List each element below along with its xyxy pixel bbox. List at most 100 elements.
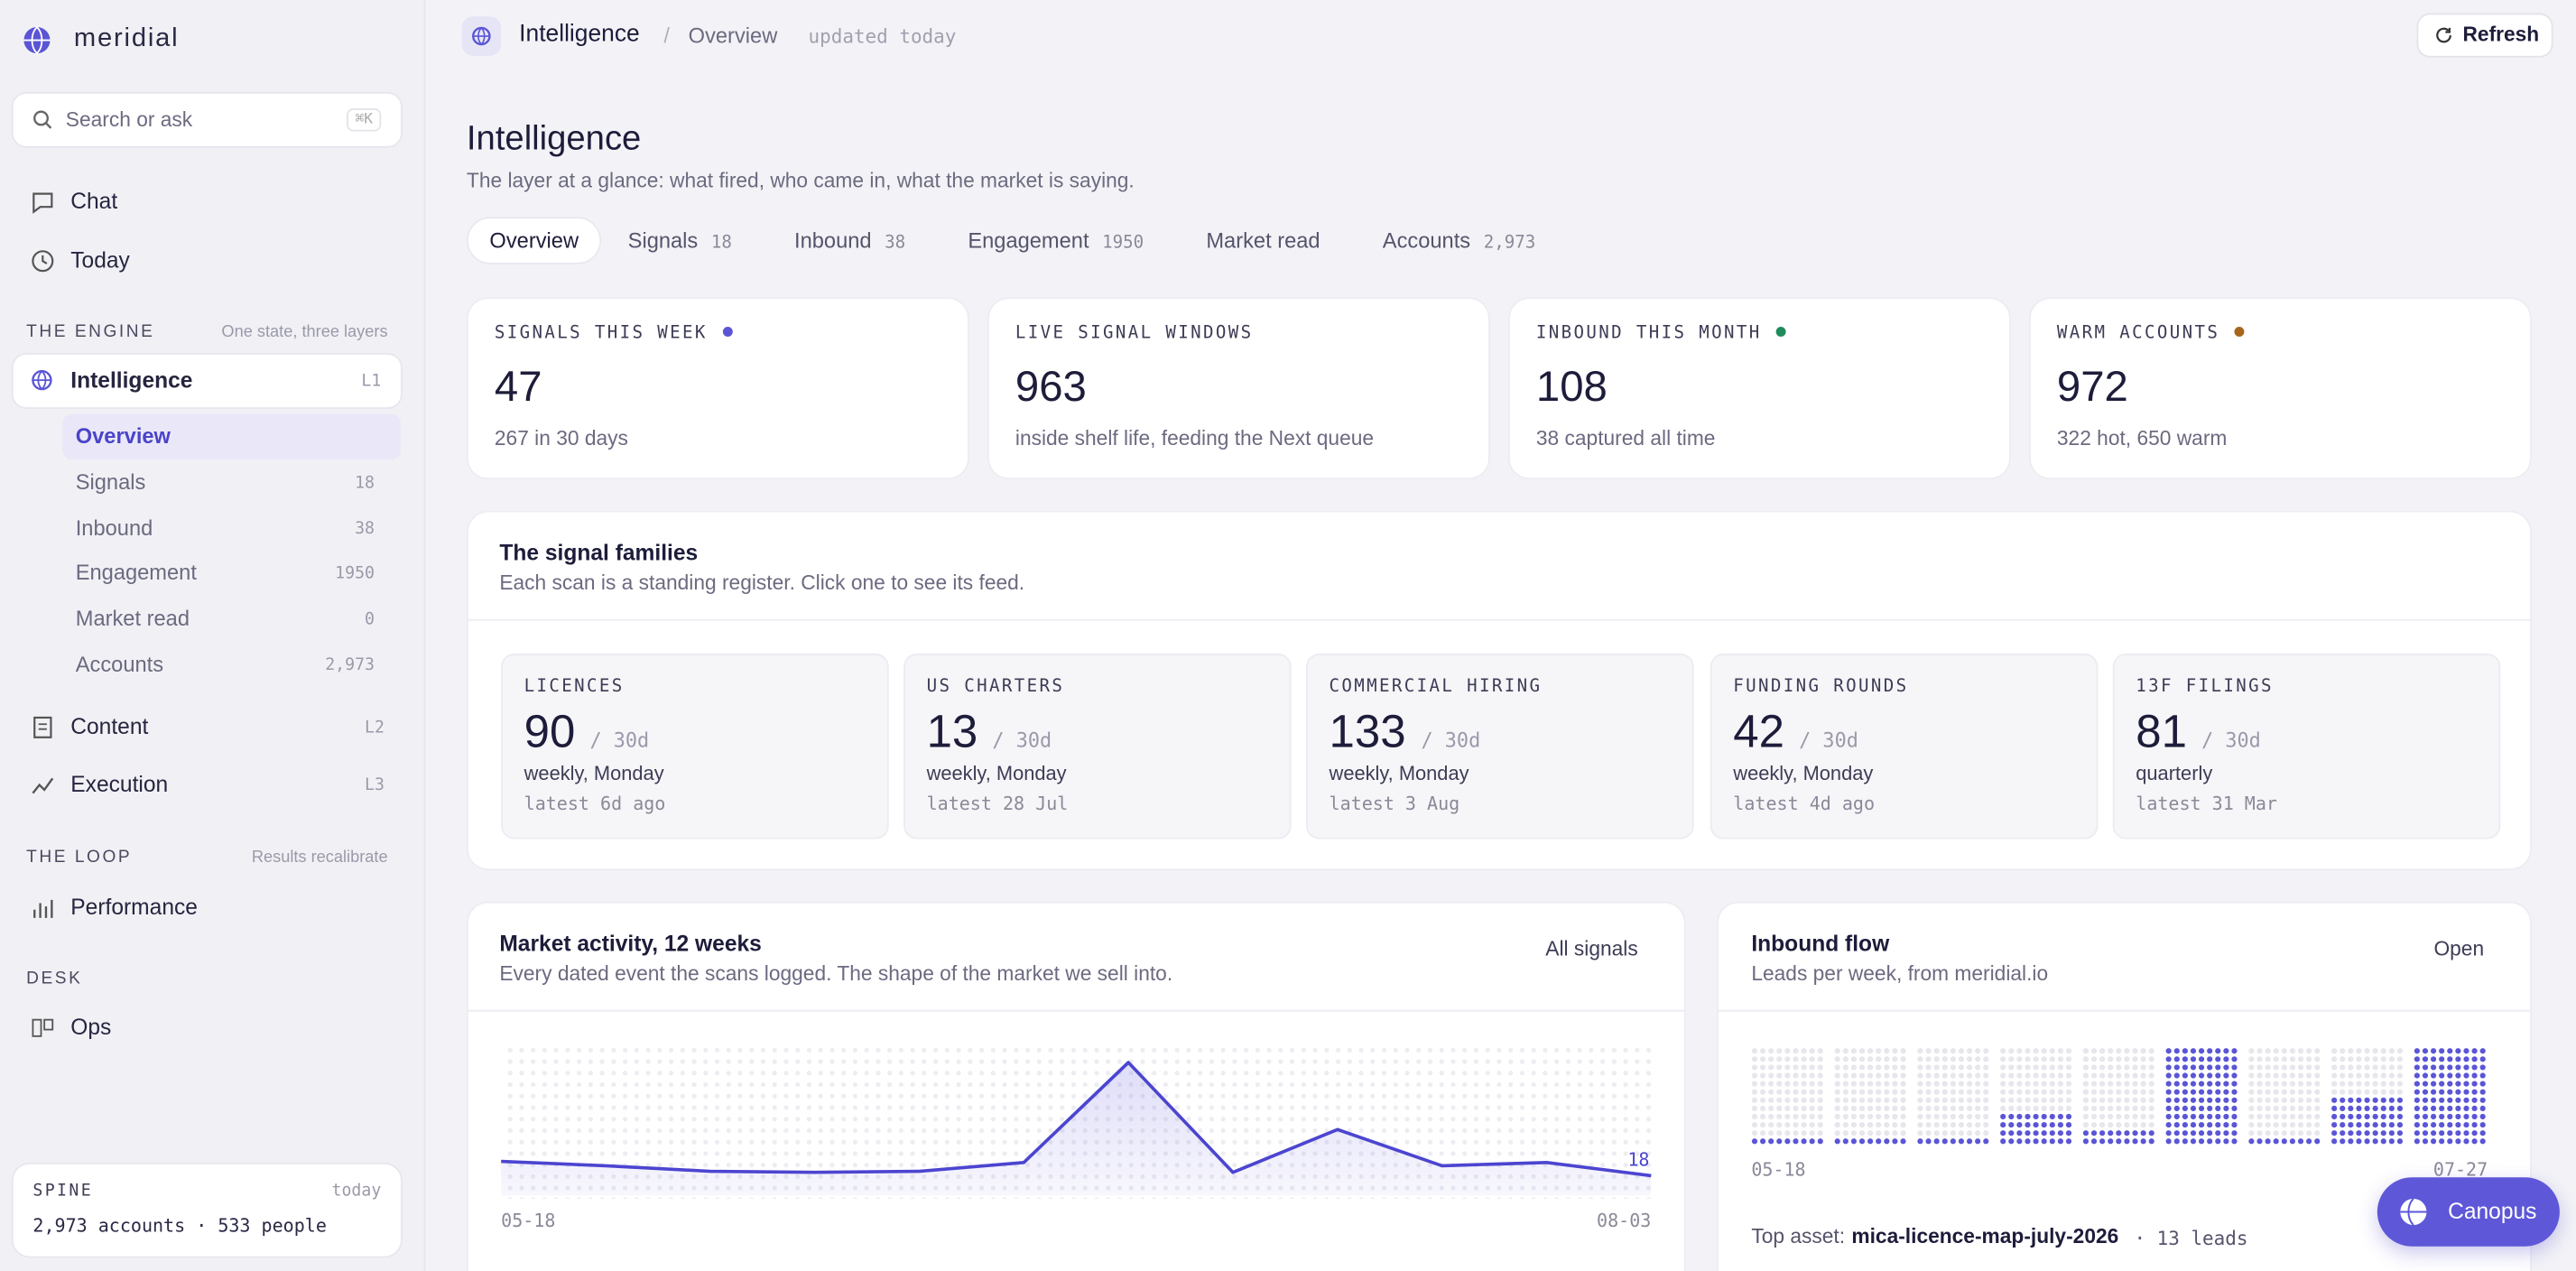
- dot: [2041, 1097, 2047, 1103]
- dot: [2297, 1138, 2304, 1145]
- tab[interactable]: Signals 18: [607, 218, 754, 263]
- search-box[interactable]: Search or ask ⌘K: [13, 93, 402, 146]
- subnav-item[interactable]: Signals: [75, 469, 146, 495]
- assistant-button[interactable]: Canopus: [2377, 1177, 2560, 1247]
- dot: [2008, 1072, 2015, 1079]
- tab[interactable]: Market read: [1185, 218, 1342, 263]
- nav-today[interactable]: Today: [70, 247, 130, 273]
- nav-execution[interactable]: Execution: [70, 771, 169, 797]
- dot: [2297, 1064, 2304, 1071]
- dot: [2124, 1097, 2130, 1103]
- dot: [2099, 1113, 2106, 1120]
- dot: [1958, 1048, 1965, 1054]
- dot: [2108, 1072, 2114, 1079]
- nav-active[interactable]: Intelligence L1: [13, 354, 402, 408]
- dot: [2479, 1081, 2486, 1087]
- dot: [1809, 1105, 1815, 1111]
- tab[interactable]: Inbound 38: [773, 218, 926, 263]
- dot: [2356, 1138, 2362, 1145]
- family-card[interactable]: US CHARTERS 13 / 30d weekly, Monday latest 2…: [903, 654, 1292, 840]
- dot: [2297, 1105, 2304, 1111]
- dot: [1809, 1089, 1815, 1095]
- dot: [2273, 1113, 2279, 1120]
- family-card[interactable]: LICENCES 90 / 30d weekly, Monday latest 6d a…: [501, 654, 889, 840]
- dot: [2041, 1089, 2047, 1095]
- dot: [1776, 1130, 1783, 1136]
- dot: [2099, 1105, 2106, 1111]
- dot: [2000, 1113, 2006, 1120]
- dot: [2215, 1081, 2221, 1087]
- dot: [2364, 1138, 2370, 1145]
- nav-content[interactable]: Content: [70, 714, 149, 739]
- tab[interactable]: Overview: [468, 218, 600, 264]
- tab[interactable]: Engagement 1950: [947, 218, 1165, 263]
- tab-label: Accounts: [1382, 227, 1471, 254]
- dot: [2082, 1121, 2090, 1128]
- dot: [1842, 1081, 1849, 1087]
- card-action[interactable]: Open: [2433, 937, 2485, 961]
- nav-chat[interactable]: Chat: [70, 189, 118, 214]
- dot: [2348, 1081, 2354, 1087]
- nav-ops[interactable]: Ops: [70, 1015, 112, 1040]
- nav-performance[interactable]: Performance: [70, 895, 198, 920]
- family-card[interactable]: COMMERCIAL HIRING 133 / 30d weekly, Monday l…: [1306, 654, 1694, 840]
- dot: [2348, 1072, 2354, 1079]
- dot: [1925, 1089, 1932, 1095]
- family-name: 13F FILINGS: [2136, 676, 2274, 697]
- dot: [2248, 1097, 2255, 1103]
- dot: [2463, 1056, 2469, 1062]
- family-card[interactable]: 13F FILINGS 81 / 30d quarterly latest 31 Mar: [2112, 654, 2501, 840]
- dot: [1900, 1056, 1906, 1062]
- dot: [1784, 1056, 1791, 1062]
- family-name: FUNDING ROUNDS: [1733, 676, 1909, 697]
- dot: [1892, 1097, 1898, 1103]
- subnav-item[interactable]: Inbound: [75, 515, 153, 540]
- dot: [1858, 1138, 1866, 1145]
- dot: [2033, 1089, 2039, 1095]
- dot: [2182, 1138, 2188, 1145]
- dot: [2289, 1081, 2296, 1087]
- dot: [2090, 1130, 2098, 1136]
- dot: [2455, 1113, 2461, 1120]
- dot: [1933, 1121, 1940, 1128]
- dot: [2198, 1064, 2205, 1071]
- dot: [2447, 1138, 2453, 1145]
- dot: [2082, 1072, 2090, 1079]
- dot: [2414, 1130, 2420, 1136]
- dot: [2165, 1105, 2172, 1111]
- dot: [1850, 1048, 1858, 1054]
- subnav-item[interactable]: Accounts: [75, 652, 164, 677]
- dot: [2447, 1089, 2453, 1095]
- dot: [2223, 1072, 2229, 1079]
- dot: [1975, 1113, 1981, 1120]
- dot: [1850, 1130, 1858, 1136]
- subnav-item[interactable]: Engagement: [75, 561, 197, 586]
- tab[interactable]: Accounts 2,973: [1361, 218, 1557, 263]
- dot: [2439, 1121, 2445, 1128]
- subnav-item[interactable]: Market read: [75, 606, 190, 631]
- dot: [2356, 1130, 2362, 1136]
- dot: [2173, 1072, 2180, 1079]
- dot: [2148, 1097, 2154, 1103]
- dot: [2455, 1072, 2461, 1079]
- crumb-section[interactable]: Intelligence: [519, 21, 640, 48]
- dot: [1768, 1072, 1774, 1079]
- dot: [2256, 1121, 2263, 1128]
- card-action[interactable]: All signals: [1545, 937, 1638, 961]
- dot: [2306, 1113, 2312, 1120]
- dot: [2049, 1113, 2055, 1120]
- subnav-item[interactable]: Overview: [75, 423, 171, 449]
- dot: [1809, 1056, 1815, 1062]
- dot: [2140, 1105, 2146, 1111]
- dot: [2173, 1105, 2180, 1111]
- top-asset[interactable]: mica-licence-map-july-2026: [1851, 1225, 2119, 1248]
- family-card[interactable]: FUNDING ROUNDS 42 / 30d weekly, Monday lates…: [1710, 654, 2099, 840]
- card-title: The signal families: [499, 540, 699, 565]
- dot: [1950, 1130, 1956, 1136]
- refresh-button[interactable]: Refresh: [2418, 14, 2552, 56]
- dot: [1884, 1138, 1890, 1145]
- dot: [2340, 1064, 2346, 1071]
- dot: [2265, 1138, 2271, 1145]
- dot: [2090, 1097, 2098, 1103]
- dot: [2207, 1081, 2213, 1087]
